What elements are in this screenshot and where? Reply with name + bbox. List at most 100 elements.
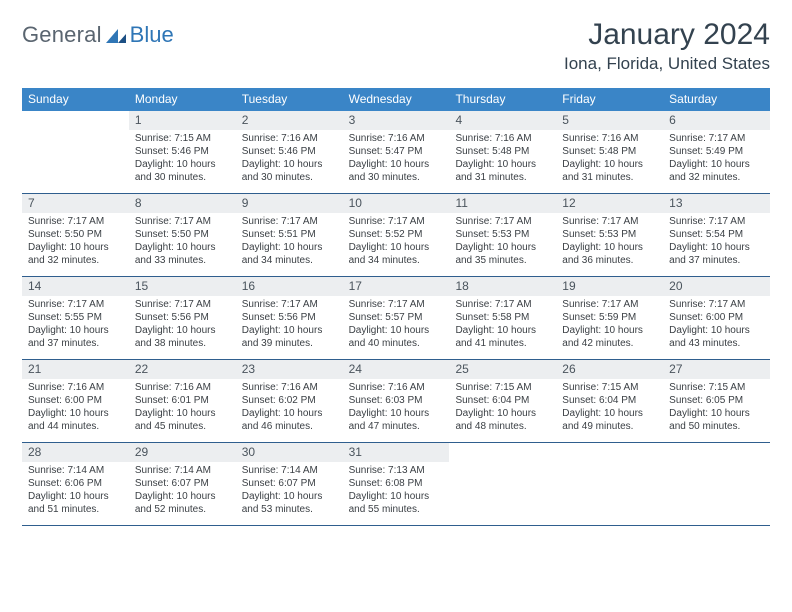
day-body: Sunrise: 7:16 AMSunset: 5:48 PMDaylight:…: [556, 130, 663, 190]
sunset-text: Sunset: 5:56 PM: [242, 312, 337, 325]
sunset-text: Sunset: 5:46 PM: [242, 146, 337, 159]
day-cell: 3Sunrise: 7:16 AMSunset: 5:47 PMDaylight…: [343, 111, 450, 193]
daylight-text: Daylight: 10 hours: [562, 242, 657, 255]
day-cell: 2Sunrise: 7:16 AMSunset: 5:46 PMDaylight…: [236, 111, 343, 193]
day-number: 23: [236, 360, 343, 379]
sunset-text: Sunset: 5:57 PM: [349, 312, 444, 325]
day-number: 4: [449, 111, 556, 130]
daylight-text: and 34 minutes.: [349, 255, 444, 268]
sunset-text: Sunset: 6:04 PM: [455, 395, 550, 408]
daylight-text: Daylight: 10 hours: [669, 325, 764, 338]
daylight-text: and 38 minutes.: [135, 338, 230, 351]
daylight-text: Daylight: 10 hours: [28, 491, 123, 504]
day-body: Sunrise: 7:15 AMSunset: 6:04 PMDaylight:…: [449, 379, 556, 439]
logo-text-blue: Blue: [130, 22, 174, 48]
day-number: 20: [663, 277, 770, 296]
sunset-text: Sunset: 5:58 PM: [455, 312, 550, 325]
day-number: 29: [129, 443, 236, 462]
sunset-text: Sunset: 5:55 PM: [28, 312, 123, 325]
day-body: Sunrise: 7:17 AMSunset: 5:49 PMDaylight:…: [663, 130, 770, 190]
sunset-text: Sunset: 6:07 PM: [135, 478, 230, 491]
day-body: Sunrise: 7:14 AMSunset: 6:07 PMDaylight:…: [236, 462, 343, 522]
sunrise-text: Sunrise: 7:17 AM: [669, 216, 764, 229]
daylight-text: Daylight: 10 hours: [455, 159, 550, 172]
month-title: January 2024: [564, 18, 770, 52]
sunset-text: Sunset: 6:00 PM: [28, 395, 123, 408]
daylight-text: Daylight: 10 hours: [135, 491, 230, 504]
daylight-text: Daylight: 10 hours: [349, 325, 444, 338]
daylight-text: and 48 minutes.: [455, 421, 550, 434]
sunrise-text: Sunrise: 7:14 AM: [28, 465, 123, 478]
day-number: 1: [129, 111, 236, 130]
daylight-text: and 51 minutes.: [28, 504, 123, 517]
day-cell: [449, 443, 556, 525]
day-body: Sunrise: 7:17 AMSunset: 5:59 PMDaylight:…: [556, 296, 663, 356]
daylight-text: and 52 minutes.: [135, 504, 230, 517]
day-body: Sunrise: 7:17 AMSunset: 5:56 PMDaylight:…: [129, 296, 236, 356]
daylight-text: Daylight: 10 hours: [349, 491, 444, 504]
sunset-text: Sunset: 6:00 PM: [669, 312, 764, 325]
day-header: Saturday: [663, 88, 770, 111]
sunset-text: Sunset: 6:02 PM: [242, 395, 337, 408]
sunrise-text: Sunrise: 7:17 AM: [669, 133, 764, 146]
day-body: Sunrise: 7:17 AMSunset: 5:58 PMDaylight:…: [449, 296, 556, 356]
location-label: Iona, Florida, United States: [564, 54, 770, 74]
header-row: General Blue January 2024 Iona, Florida,…: [22, 18, 770, 74]
day-body: Sunrise: 7:14 AMSunset: 6:07 PMDaylight:…: [129, 462, 236, 522]
day-body: Sunrise: 7:17 AMSunset: 5:57 PMDaylight:…: [343, 296, 450, 356]
day-cell: 6Sunrise: 7:17 AMSunset: 5:49 PMDaylight…: [663, 111, 770, 193]
week-row: 7Sunrise: 7:17 AMSunset: 5:50 PMDaylight…: [22, 194, 770, 277]
sunrise-text: Sunrise: 7:17 AM: [669, 299, 764, 312]
day-header: Sunday: [22, 88, 129, 111]
daylight-text: Daylight: 10 hours: [669, 159, 764, 172]
week-row: 1Sunrise: 7:15 AMSunset: 5:46 PMDaylight…: [22, 111, 770, 194]
sunset-text: Sunset: 6:07 PM: [242, 478, 337, 491]
day-number: 2: [236, 111, 343, 130]
week-row: 28Sunrise: 7:14 AMSunset: 6:06 PMDayligh…: [22, 443, 770, 526]
daylight-text: and 30 minutes.: [349, 172, 444, 185]
daylight-text: Daylight: 10 hours: [242, 408, 337, 421]
day-number: [449, 443, 556, 462]
daylight-text: and 30 minutes.: [242, 172, 337, 185]
day-cell: 22Sunrise: 7:16 AMSunset: 6:01 PMDayligh…: [129, 360, 236, 442]
daylight-text: Daylight: 10 hours: [28, 242, 123, 255]
day-number: 16: [236, 277, 343, 296]
daylight-text: and 32 minutes.: [28, 255, 123, 268]
sunrise-text: Sunrise: 7:16 AM: [349, 382, 444, 395]
daylight-text: Daylight: 10 hours: [562, 408, 657, 421]
calendar: Sunday Monday Tuesday Wednesday Thursday…: [22, 88, 770, 526]
daylight-text: and 53 minutes.: [242, 504, 337, 517]
daylight-text: Daylight: 10 hours: [455, 242, 550, 255]
sunrise-text: Sunrise: 7:15 AM: [135, 133, 230, 146]
sunset-text: Sunset: 6:05 PM: [669, 395, 764, 408]
day-body: Sunrise: 7:17 AMSunset: 5:53 PMDaylight:…: [556, 213, 663, 273]
daylight-text: Daylight: 10 hours: [242, 159, 337, 172]
day-body: Sunrise: 7:17 AMSunset: 5:50 PMDaylight:…: [129, 213, 236, 273]
sunset-text: Sunset: 5:51 PM: [242, 229, 337, 242]
daylight-text: and 32 minutes.: [669, 172, 764, 185]
logo-text-general: General: [22, 22, 102, 48]
daylight-text: and 37 minutes.: [28, 338, 123, 351]
sunset-text: Sunset: 5:46 PM: [135, 146, 230, 159]
sunset-text: Sunset: 5:53 PM: [455, 229, 550, 242]
day-cell: 18Sunrise: 7:17 AMSunset: 5:58 PMDayligh…: [449, 277, 556, 359]
daylight-text: and 39 minutes.: [242, 338, 337, 351]
day-cell: 4Sunrise: 7:16 AMSunset: 5:48 PMDaylight…: [449, 111, 556, 193]
day-number: 10: [343, 194, 450, 213]
day-number: 3: [343, 111, 450, 130]
sunset-text: Sunset: 6:03 PM: [349, 395, 444, 408]
day-body: Sunrise: 7:15 AMSunset: 5:46 PMDaylight:…: [129, 130, 236, 190]
day-number: 12: [556, 194, 663, 213]
sunrise-text: Sunrise: 7:15 AM: [455, 382, 550, 395]
sunrise-text: Sunrise: 7:17 AM: [28, 216, 123, 229]
day-cell: 8Sunrise: 7:17 AMSunset: 5:50 PMDaylight…: [129, 194, 236, 276]
day-number: [663, 443, 770, 462]
day-cell: 10Sunrise: 7:17 AMSunset: 5:52 PMDayligh…: [343, 194, 450, 276]
day-body: Sunrise: 7:14 AMSunset: 6:06 PMDaylight:…: [22, 462, 129, 522]
day-cell: 9Sunrise: 7:17 AMSunset: 5:51 PMDaylight…: [236, 194, 343, 276]
day-number: 14: [22, 277, 129, 296]
day-cell: 13Sunrise: 7:17 AMSunset: 5:54 PMDayligh…: [663, 194, 770, 276]
sunset-text: Sunset: 6:01 PM: [135, 395, 230, 408]
sunrise-text: Sunrise: 7:17 AM: [135, 299, 230, 312]
sunrise-text: Sunrise: 7:17 AM: [455, 216, 550, 229]
